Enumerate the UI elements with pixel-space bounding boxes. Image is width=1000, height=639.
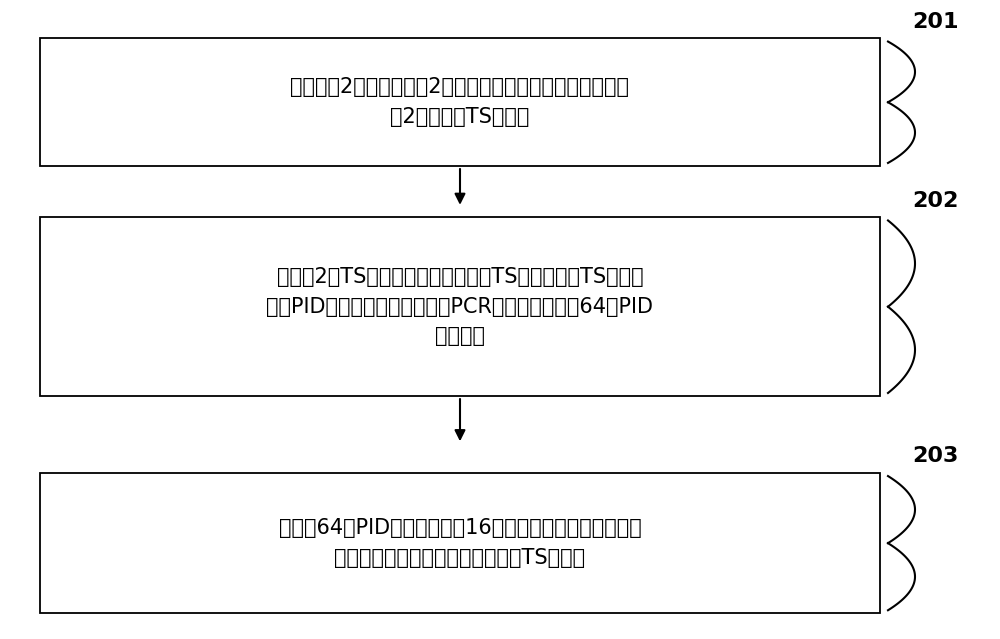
Text: 201: 201 [912,12,958,32]
FancyBboxPatch shape [40,473,880,613]
Text: 对所述64路PID通道数据进行16路并行解扰，而后对解扰后
的数据建立索引，输出索引数据和TS流数据: 对所述64路PID通道数据进行16路并行解扰，而后对解扰后 的数据建立索引，输出… [279,518,641,568]
FancyBboxPatch shape [40,38,880,166]
Text: 对所述2路TS数据流进行如下处理：TS包头解析、TS包数字
电视PID值过滤、节目时钟参考PCR恢复，而后输出64路PID
通道数据: 对所述2路TS数据流进行如下处理：TS包头解析、TS包数字 电视PID值过滤、节… [266,267,654,346]
Text: 对输入的2路内存数据和2路数字视频广播数据进行处理，输
出2路传输流TS数据流: 对输入的2路内存数据和2路数字视频广播数据进行处理，输 出2路传输流TS数据流 [290,77,630,127]
Text: 203: 203 [912,447,958,466]
FancyBboxPatch shape [40,217,880,396]
Text: 202: 202 [912,191,958,211]
